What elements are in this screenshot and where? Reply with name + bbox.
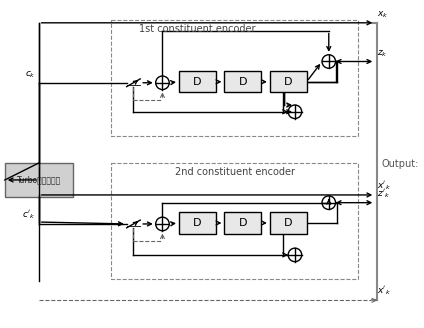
Text: D: D (238, 218, 247, 228)
Bar (179, 212, 216, 234)
Text: 1st constituent encoder: 1st constituent encoder (139, 24, 256, 34)
Bar (270, 71, 307, 92)
Text: $x'_k$: $x'_k$ (377, 285, 391, 297)
Bar (179, 71, 216, 92)
Text: $z_k$: $z_k$ (377, 48, 388, 59)
Bar (5, 163, 73, 197)
Text: D: D (284, 77, 293, 87)
Text: D: D (238, 77, 247, 87)
Bar (270, 212, 307, 234)
Bar (111, 20, 358, 136)
Text: $z'_k$: $z'_k$ (377, 187, 390, 200)
Text: D: D (284, 218, 293, 228)
Text: D: D (193, 77, 201, 87)
Bar (111, 163, 358, 279)
Text: $c_k$: $c_k$ (25, 69, 36, 80)
Bar (224, 212, 261, 234)
Text: 2nd constituent encoder: 2nd constituent encoder (175, 167, 295, 177)
Text: $x'_k$: $x'_k$ (377, 179, 391, 192)
Text: $c'_k$: $c'_k$ (22, 209, 36, 221)
Text: $x_k$: $x_k$ (377, 10, 389, 20)
Text: D: D (193, 218, 201, 228)
Text: Output:: Output: (382, 159, 419, 169)
Text: Turbo码内交织器: Turbo码内交织器 (17, 175, 61, 184)
Bar (224, 71, 261, 92)
